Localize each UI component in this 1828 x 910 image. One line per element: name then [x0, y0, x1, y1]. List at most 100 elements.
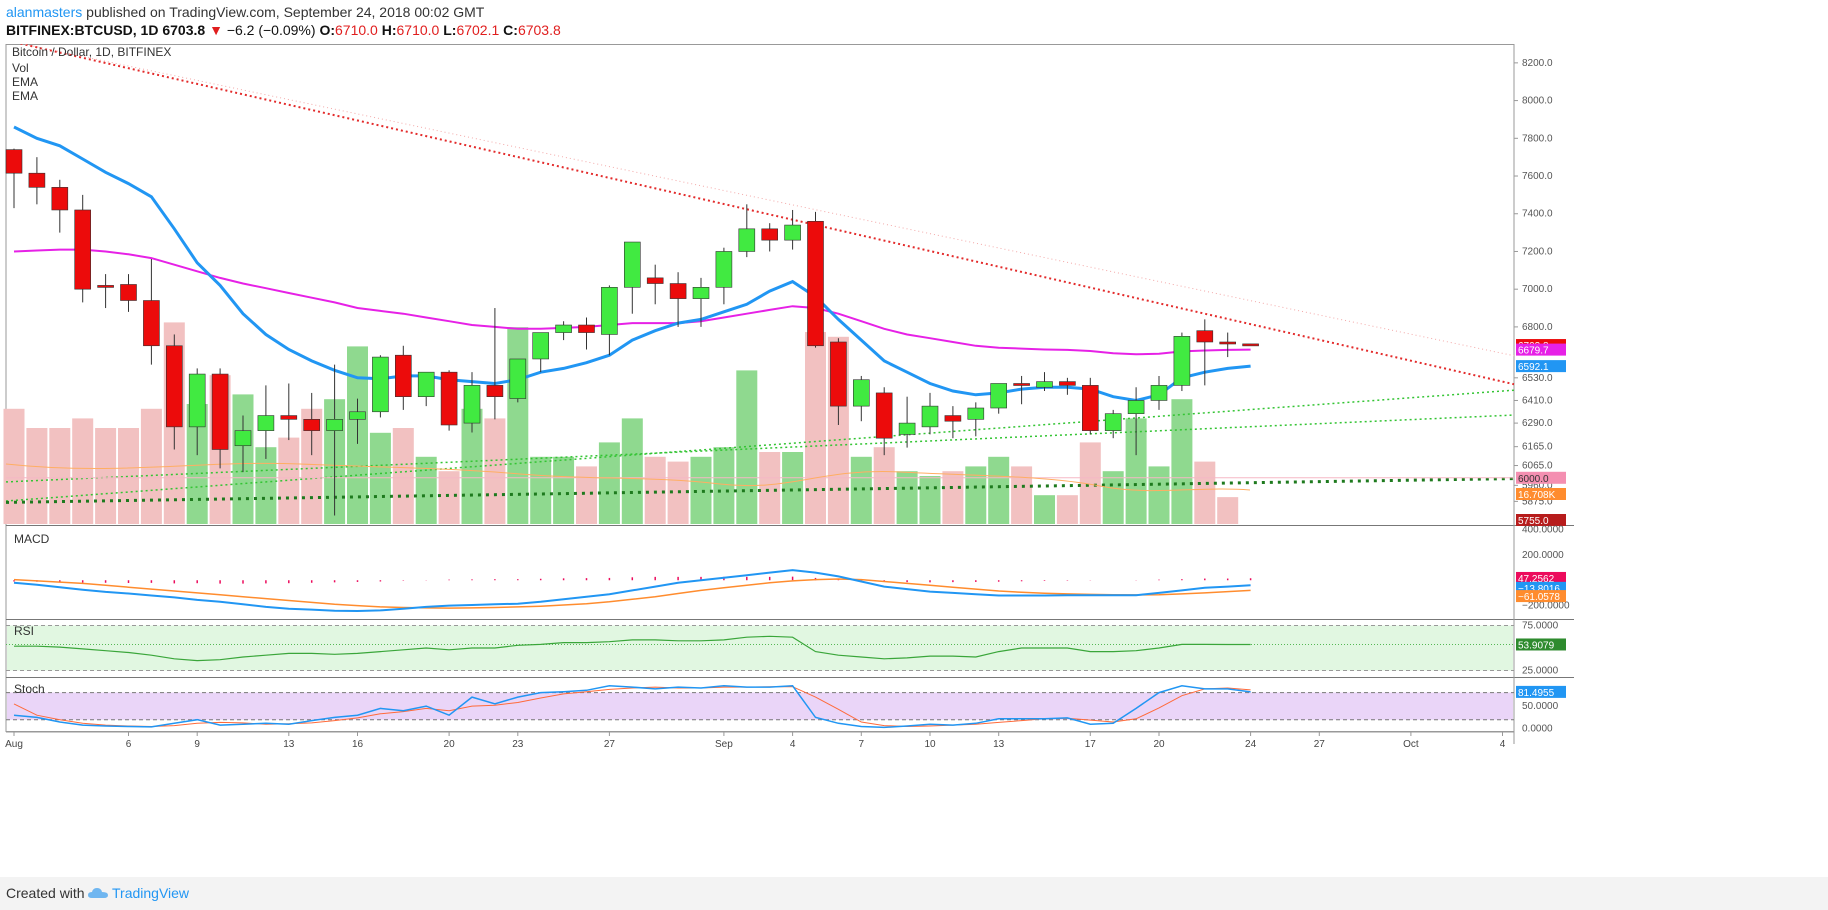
volume-bar [873, 447, 895, 524]
high-value: 6710.0 [396, 22, 440, 38]
price-tick-label: 5875.0 [1522, 496, 1553, 507]
macd-tick-label: −200.0000 [1522, 601, 1570, 612]
candle-body [486, 385, 504, 397]
volume-bar [140, 408, 162, 524]
candle-body [990, 383, 1008, 409]
time-tick-label: 20 [1153, 739, 1165, 750]
volume-bar [1125, 418, 1147, 524]
candle-body [5, 149, 23, 174]
macd-hist-tag-bg [1516, 571, 1566, 584]
volume-bar [1217, 497, 1239, 524]
time-tick-label: 16 [352, 739, 364, 750]
price-change: −6.2 (−0.09%) [226, 22, 316, 38]
candle-body [761, 228, 779, 241]
candle-body [1219, 341, 1236, 345]
volume-bar [965, 466, 987, 524]
volume-bar [553, 456, 575, 524]
candle-body [601, 287, 618, 335]
rsi-line [14, 635, 1251, 662]
volume-bar [759, 452, 781, 524]
candle-body [120, 284, 137, 301]
candle-body [97, 285, 114, 288]
volume-bar [1171, 399, 1193, 524]
high-label: H: [381, 22, 397, 38]
price-tick-label: 6800.0 [1522, 322, 1553, 333]
rsi-tick-label: 75.0000 [1522, 621, 1559, 632]
macd-tick-label: 200.0000 [1522, 550, 1564, 561]
legend-ema-1: EMA [12, 75, 38, 89]
macd-signal-tag: −61.0578 [1518, 592, 1560, 603]
time-tick-label: 4 [790, 739, 796, 750]
candle-body [738, 228, 756, 252]
price-tag-1: 6679.7 [1518, 346, 1549, 357]
volume-bar [255, 447, 277, 524]
macd-signal-line [13, 578, 1251, 609]
volume-bar [988, 456, 1010, 524]
stoch-band [7, 692, 1513, 720]
candle-body [898, 422, 916, 435]
price-tag-2-bg [1516, 360, 1566, 373]
author-link[interactable]: alanmasters [6, 4, 83, 20]
volume-bar [690, 456, 712, 524]
time-tick-label: 9 [194, 739, 200, 750]
chart-header: alanmasters published on TradingView.com… [0, 0, 1828, 44]
candle-body [669, 283, 687, 299]
candle-body [440, 371, 458, 426]
rsi-band [7, 625, 1513, 671]
volume-bar [49, 428, 71, 524]
volume-bar [392, 428, 414, 524]
time-tick-label: Sep [715, 739, 733, 750]
price-tick-label: 6290.0 [1522, 418, 1553, 429]
volume-tag-bg [1516, 488, 1566, 500]
footer: Created with TradingView [0, 877, 1828, 910]
volume-bar [118, 428, 139, 524]
tradingview-logo[interactable]: TradingView [88, 885, 189, 901]
volume-bar [919, 476, 941, 524]
candle-body [555, 324, 572, 333]
volume-bar [278, 437, 300, 524]
price-tick-label: 7600.0 [1522, 171, 1553, 182]
time-tick-label: 27 [604, 739, 616, 750]
rsi-tag: 53.9079 [1518, 640, 1555, 651]
volume-bar [95, 428, 117, 524]
candle-body [852, 379, 870, 407]
candle-body [417, 371, 435, 397]
price-tick-label: 7000.0 [1522, 284, 1553, 295]
candle-body [1036, 381, 1053, 388]
price-pane-title: Bitcoin / Dollar, 1D, BITFINEX [12, 45, 171, 59]
volume-bar [484, 418, 506, 524]
legend-vol-0: Vol [12, 61, 29, 75]
price-tick-label: 8200.0 [1522, 58, 1553, 69]
close-label: C: [503, 22, 518, 38]
time-tick-label: 10 [924, 739, 936, 750]
created-with-text: Created with [6, 885, 85, 901]
stoch-title: Stoch [14, 682, 45, 696]
candle-body [1242, 343, 1259, 347]
ema-slow-line [13, 248, 1251, 356]
candle-body [1127, 400, 1145, 414]
rsi-tag-bg [1516, 638, 1566, 651]
candle-body [188, 373, 206, 428]
time-tick-label: 17 [1085, 739, 1097, 750]
time-tick-label: 4 [1500, 739, 1506, 750]
price-tag-3-bg [1516, 471, 1566, 484]
macd-title: MACD [14, 532, 50, 546]
macd-hist-tag: 47.2562 [1518, 574, 1555, 585]
candle-body [349, 411, 366, 420]
candle-body [509, 358, 527, 399]
volume-bar [530, 456, 552, 524]
volume-bar [1102, 471, 1124, 524]
candle-body [1013, 383, 1030, 386]
symbol-name: BITFINEX:BTCUSD, 1D [6, 22, 159, 38]
last-price: 6703.8 [162, 22, 206, 38]
chart-canvas[interactable]: Bitcoin / Dollar, 1D, BITFINEXVolEMAEMA8… [0, 44, 1828, 877]
price-tag-2: 6592.1 [1518, 362, 1549, 373]
volume-bar [598, 442, 620, 524]
stoch-tick-label: 50.0000 [1522, 701, 1559, 712]
rsi-title: RSI [14, 624, 34, 638]
candle-body [74, 209, 91, 290]
candle-body [830, 341, 847, 407]
candle-body [692, 287, 710, 299]
volume-bar [1056, 495, 1078, 524]
price-tag-4: 5755.0 [1518, 516, 1549, 527]
